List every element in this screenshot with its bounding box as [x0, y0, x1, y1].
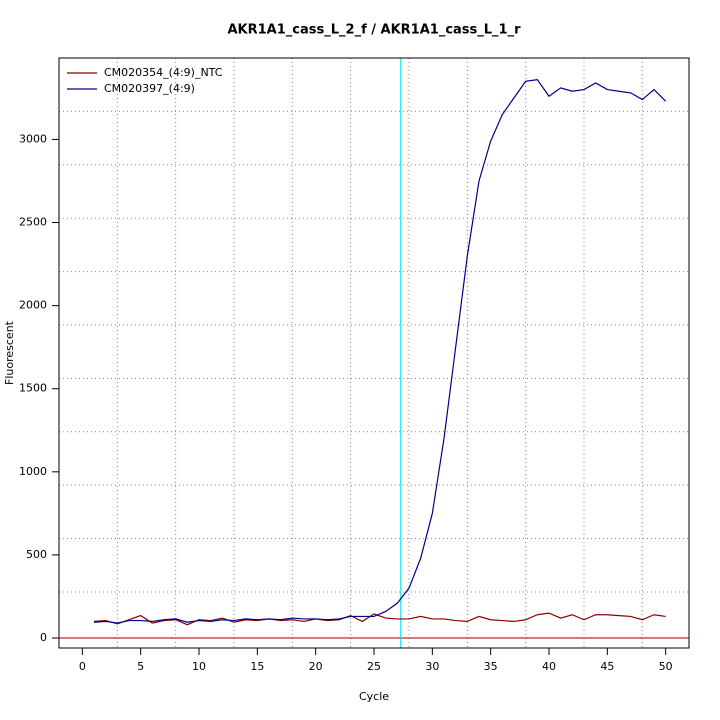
x-tick-label: 35 [484, 660, 498, 673]
y-tick-label: 1500 [19, 382, 47, 395]
y-tick-label: 500 [26, 548, 47, 561]
y-tick-label: 3000 [19, 132, 47, 145]
y-tick-label: 2000 [19, 299, 47, 312]
plot-frame [58, 57, 690, 649]
chart-title: AKR1A1_cass_L_2_f / AKR1A1_cass_L_1_r [227, 23, 521, 38]
x-axis-label: Cycle [359, 690, 389, 703]
x-tick-label: 50 [659, 660, 673, 673]
series-line [93, 612, 666, 626]
x-tick-label: 0 [79, 660, 86, 673]
legend-label: CM020397_(4:9) [104, 82, 195, 95]
x-tick-label: 5 [137, 660, 144, 673]
series-line [93, 78, 667, 624]
x-tick-label: 15 [250, 660, 264, 673]
y-tick-label: 2500 [19, 216, 47, 229]
y-axis-label: Fluorescent [3, 320, 16, 385]
x-tick-label: 45 [600, 660, 614, 673]
x-tick-label: 40 [542, 660, 556, 673]
x-tick-label: 30 [425, 660, 439, 673]
legend-label: CM020354_(4:9)_NTC [104, 66, 223, 79]
x-tick-label: 10 [192, 660, 206, 673]
y-tick-label: 0 [40, 631, 47, 644]
y-tick-label: 1000 [19, 465, 47, 478]
x-tick-label: 20 [309, 660, 323, 673]
x-tick-label: 25 [367, 660, 381, 673]
